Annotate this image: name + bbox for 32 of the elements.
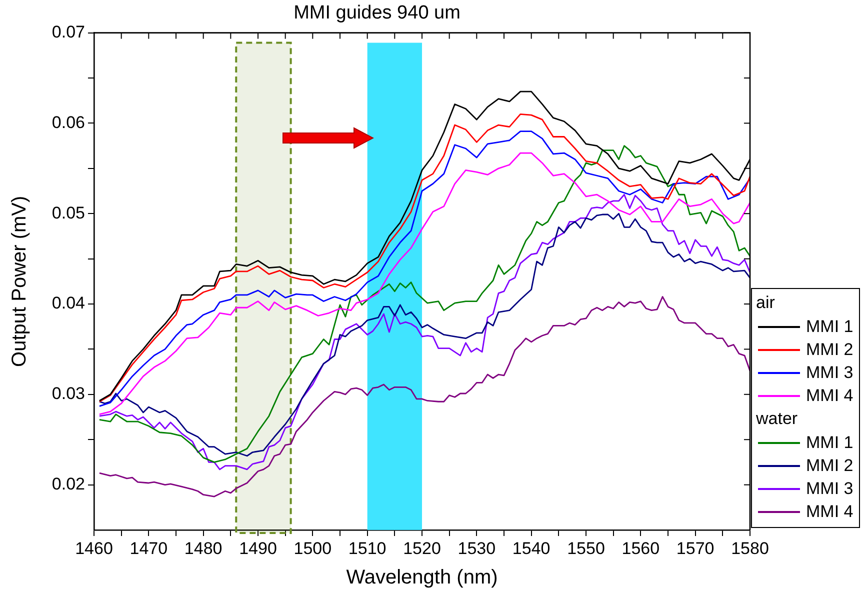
legend-label: MMI 1 xyxy=(806,316,854,338)
x-tick-label: 1540 xyxy=(512,538,550,558)
x-tick-label: 1500 xyxy=(294,538,332,558)
x-tick-label: 1530 xyxy=(458,538,496,558)
x-tick-label: 1460 xyxy=(75,538,113,558)
chart-title: MMI guides 940 um xyxy=(294,2,460,24)
legend-label: MMI 4 xyxy=(806,385,854,407)
x-tick-label: 1470 xyxy=(130,538,168,558)
y-tick-label: 0.07 xyxy=(52,22,85,42)
text: air xyxy=(755,292,776,314)
legend-label: MMI 3 xyxy=(806,362,854,384)
y-tick-label: 0.03 xyxy=(52,384,85,404)
y-tick-label: 0.04 xyxy=(52,294,85,313)
y-tick-label: 0.06 xyxy=(52,112,85,132)
x-tick-label: 1520 xyxy=(403,538,441,558)
x-tick-label: 1490 xyxy=(239,538,277,558)
x-tick-label: 1510 xyxy=(348,538,386,558)
x-tick-label: 1570 xyxy=(676,538,714,558)
y-tick-label: 0.02 xyxy=(52,474,85,494)
x-tick-label: 1560 xyxy=(622,538,660,558)
legend-label: MMI 2 xyxy=(806,455,854,477)
x-tick-label: 1580 xyxy=(731,538,769,558)
x-tick-label: 1480 xyxy=(184,538,222,558)
legend-label: MMI 2 xyxy=(806,339,854,361)
y-axis-title: Output Power (mV) xyxy=(8,196,31,367)
legend-label: MMI 3 xyxy=(806,478,854,500)
x-tick-label: 1550 xyxy=(567,538,605,558)
y-tick-label: 0.05 xyxy=(52,203,85,222)
text: water xyxy=(755,408,799,430)
legend-label: MMI 1 xyxy=(806,432,854,454)
x-axis-title: Wavelength (nm) xyxy=(346,566,498,589)
legend-label: MMI 4 xyxy=(806,501,854,523)
